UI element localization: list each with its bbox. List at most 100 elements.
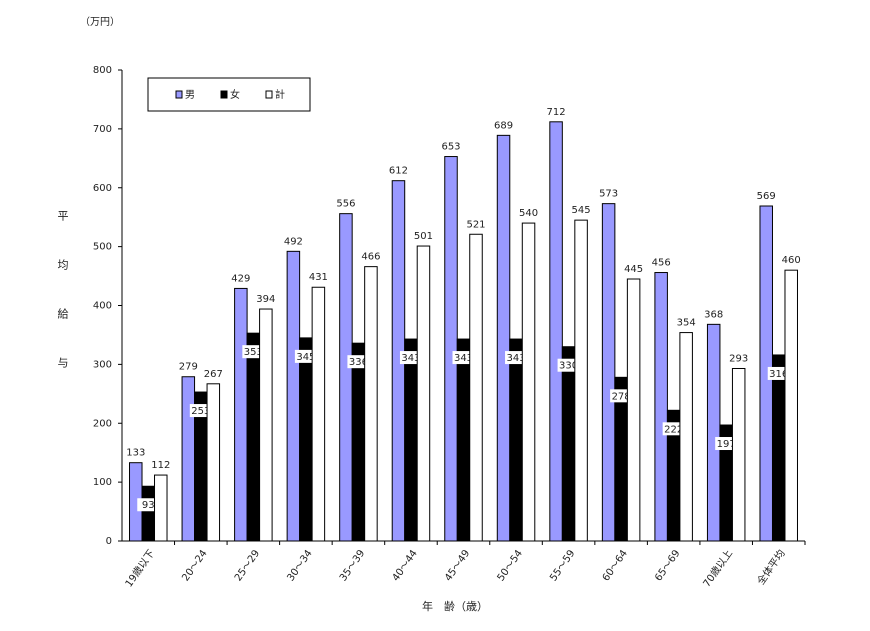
x-tick-label: 60～64 — [601, 548, 630, 583]
value-label-bg — [189, 404, 212, 418]
value-label: 222 — [664, 424, 683, 435]
value-label: 612 — [389, 166, 408, 177]
value-label: 501 — [414, 231, 433, 242]
value-label: 540 — [519, 208, 538, 219]
bar — [601, 203, 616, 542]
value-label-bg — [715, 437, 738, 451]
value-label: 521 — [466, 219, 485, 230]
bar — [416, 245, 431, 542]
y-tick-label: 0 — [106, 536, 112, 547]
bar — [521, 222, 536, 542]
value-label: 279 — [179, 362, 198, 373]
bar — [404, 338, 418, 542]
y-tick-label: 800 — [93, 65, 112, 76]
value-label: 429 — [231, 273, 250, 284]
legend-label: 女 — [230, 88, 240, 101]
value-label-bg — [347, 355, 370, 369]
value-label: 343 — [506, 353, 525, 364]
y-tick-label: 300 — [93, 359, 112, 370]
value-label: 466 — [361, 252, 380, 263]
unit-label: （万円） — [80, 16, 120, 28]
bar — [181, 376, 196, 542]
legend-swatch — [265, 90, 273, 99]
value-label: 456 — [652, 258, 671, 269]
value-label: 316 — [769, 369, 788, 380]
x-tick-label: 40～44 — [391, 548, 420, 583]
x-tick-label: 20～24 — [180, 548, 209, 583]
value-label: 569 — [757, 191, 776, 202]
value-label: 330 — [559, 361, 578, 372]
bar — [364, 266, 378, 542]
bar — [706, 323, 721, 542]
value-label: 394 — [256, 294, 275, 305]
value-label: 556 — [336, 199, 355, 210]
value-label-bg — [452, 351, 475, 365]
bar — [259, 308, 273, 542]
value-label: 653 — [441, 142, 460, 153]
bar — [351, 342, 366, 542]
legend-box — [147, 77, 311, 112]
value-label: 197 — [717, 439, 736, 450]
x-tick-label: 70歳以上 — [701, 548, 735, 590]
bar — [206, 383, 221, 542]
value-label-bg — [610, 389, 633, 403]
value-label: 492 — [284, 236, 303, 247]
x-tick-label: 35～39 — [338, 548, 367, 583]
bar — [311, 286, 326, 542]
x-tick-label: 50～54 — [496, 548, 525, 583]
value-label-bg — [767, 366, 790, 380]
value-label: 93 — [142, 500, 155, 511]
bar — [626, 278, 641, 542]
x-tick-label: 65～69 — [653, 548, 682, 583]
bar — [299, 337, 313, 542]
bar — [679, 332, 693, 542]
value-label: 336 — [349, 357, 368, 368]
value-label: 267 — [204, 369, 223, 380]
value-label: 368 — [704, 309, 723, 320]
x-tick-label: 全体平均 — [754, 547, 788, 587]
value-label-bg — [242, 345, 265, 359]
bar — [574, 219, 588, 542]
y-tick-label: 400 — [93, 301, 112, 312]
value-label: 345 — [296, 352, 315, 363]
value-label: 445 — [624, 264, 643, 275]
bar — [339, 213, 353, 542]
bar — [444, 156, 458, 542]
bar — [654, 272, 668, 542]
value-label: 431 — [309, 272, 328, 283]
value-label: 253 — [191, 406, 210, 417]
value-label: 293 — [729, 353, 748, 364]
value-label: 460 — [782, 255, 801, 266]
value-label: 133 — [126, 448, 145, 459]
value-label-bg — [557, 358, 580, 372]
bar — [549, 121, 563, 542]
value-label: 573 — [599, 189, 618, 200]
value-label: 343 — [401, 353, 420, 364]
bar — [141, 485, 156, 542]
value-label: 689 — [494, 120, 513, 131]
value-label: 353 — [244, 347, 263, 358]
value-label: 712 — [547, 107, 566, 118]
bar — [784, 269, 798, 542]
y-tick-label: 600 — [93, 183, 112, 194]
bar — [154, 474, 168, 542]
legend-label: 男 — [185, 89, 195, 101]
legend-swatch — [175, 90, 183, 99]
x-tick-label: 19歳以下 — [123, 548, 157, 590]
bar — [509, 338, 523, 542]
value-label-bg — [137, 498, 160, 512]
bar — [286, 250, 301, 542]
x-tick-label: 30～34 — [285, 548, 314, 583]
value-label-bg — [662, 422, 685, 436]
x-axis-label: 年 齢（歳） — [422, 599, 488, 613]
bar — [731, 367, 746, 542]
y-tick-label: 100 — [93, 477, 112, 488]
bar — [234, 287, 248, 542]
bar — [561, 346, 576, 542]
bar — [246, 332, 261, 542]
y-axis-label: 平均給与 — [56, 210, 69, 406]
y-tick-label: 700 — [93, 124, 112, 135]
value-label: 343 — [454, 353, 473, 364]
value-label-bg — [505, 351, 528, 365]
